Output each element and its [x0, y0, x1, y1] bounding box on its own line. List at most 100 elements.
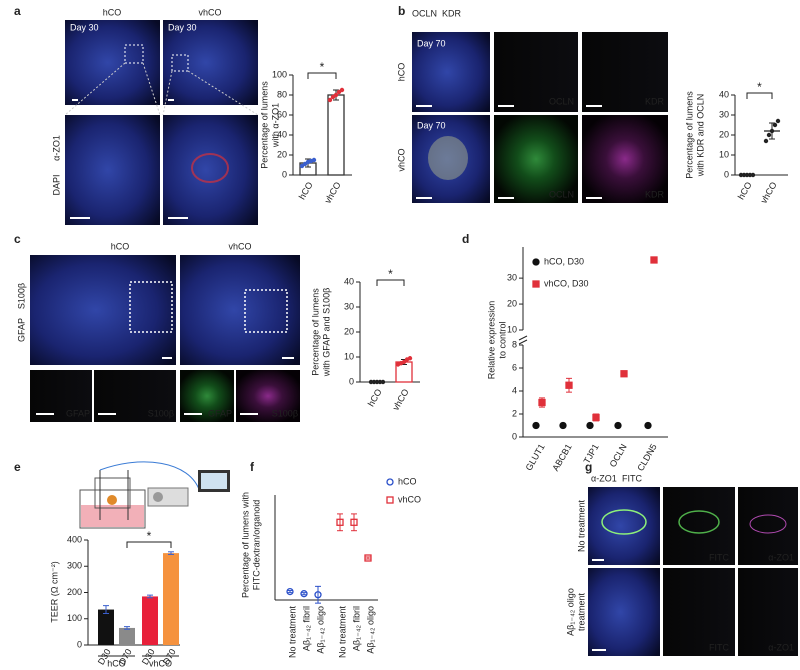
y-tick-label: 0: [512, 431, 517, 441]
y-tick-label: 80: [277, 89, 287, 99]
point: [750, 172, 756, 178]
channel-label: FITC: [709, 642, 729, 652]
row-label: Aβ₁₋₄₂ oligo: [565, 588, 575, 636]
point: [386, 478, 394, 486]
y-tick-label: 30: [344, 301, 354, 311]
column-label: hCO: [111, 241, 130, 251]
significance-bracket: [126, 541, 172, 548]
bar: [119, 627, 135, 645]
legend-label: hCO: [398, 476, 417, 486]
channel-label: OCLN: [549, 189, 574, 199]
y-tick-label: 40: [277, 129, 287, 139]
x-tick-label: ABCB1: [550, 442, 573, 473]
y-tick-label: 60: [277, 109, 287, 119]
panel-label: b: [398, 4, 405, 18]
x-tick-label: No treatment: [287, 606, 297, 659]
point: [532, 280, 540, 288]
channel-label: α-ZO1: [768, 642, 794, 652]
significance-bracket: [746, 92, 773, 99]
axis-break: [518, 335, 528, 341]
column-label: vhCO: [228, 241, 251, 251]
y-axis-label: with α-ZO1: [270, 103, 280, 148]
x-tick-label: Aβ₁₋₄₂ oligo: [315, 606, 325, 654]
x-tick-label: TJP1: [582, 442, 601, 465]
y-tick-label: 20: [507, 298, 517, 308]
y-tick-label: 6: [512, 362, 517, 372]
point: [532, 421, 540, 430]
y-axis-label: Percentage of lumens: [259, 81, 269, 169]
significance: *: [757, 80, 762, 94]
point: [300, 590, 308, 598]
point: [311, 157, 317, 163]
row-label: hCO: [396, 63, 406, 82]
x-tick-label: CLDN5: [635, 442, 658, 473]
y-tick-label: 20: [277, 149, 287, 159]
stain-label: OCLN: [412, 8, 437, 18]
x-tick-label: vhCO: [391, 387, 411, 412]
stain-label: GFAP: [16, 318, 26, 342]
y-tick-label: 20: [719, 129, 729, 139]
column-label: vhCO: [198, 7, 221, 17]
stain-label: α-ZO1: [51, 135, 61, 161]
channel-label: GFAP: [208, 408, 232, 418]
day-label: Day 30: [70, 22, 99, 32]
channel-label: KDR: [645, 96, 665, 106]
point: [650, 256, 658, 264]
y-tick-label: 100: [272, 69, 287, 79]
panel-label: f: [250, 460, 255, 474]
x-tick-label: GLUT1: [524, 442, 547, 472]
bar: [163, 553, 179, 645]
point: [532, 258, 540, 266]
image-tiles: [30, 20, 798, 656]
significance-bracket: [376, 279, 405, 286]
y-tick-label: 0: [349, 376, 354, 386]
point: [364, 554, 372, 562]
y-tick-label: 30: [507, 273, 517, 283]
stain-label: DAPI: [51, 174, 61, 195]
bar: [142, 596, 158, 645]
y-axis-label: with GFAP and S100β: [321, 288, 331, 378]
point: [407, 356, 413, 361]
point: [769, 128, 775, 134]
channel-label: GFAP: [66, 408, 90, 418]
stain-label: KDR: [442, 8, 462, 18]
y-tick-label: 200: [67, 587, 82, 597]
significance: *: [388, 267, 393, 281]
point: [386, 496, 394, 504]
x-tick-label: hCO: [736, 180, 754, 201]
channel-label: FITC: [709, 552, 729, 562]
point: [565, 381, 573, 389]
point: [380, 379, 386, 385]
point: [763, 138, 769, 144]
y-tick-label: 40: [344, 276, 354, 286]
point: [327, 97, 333, 103]
legend-label: vhCO: [398, 494, 421, 504]
panel-label: g: [585, 460, 592, 474]
y-axis-label: Percentage of lumens: [310, 288, 320, 376]
y-tick-label: 0: [724, 169, 729, 179]
point: [401, 359, 407, 365]
x-tick-label: Aβ₁₋₄₂ fibril: [351, 606, 361, 651]
panel-label: c: [14, 232, 21, 246]
point: [339, 87, 345, 93]
point: [775, 118, 781, 124]
point: [614, 421, 622, 430]
y-axis-label: FITC-dextran/organoid: [251, 500, 261, 591]
row-label: vhCO: [396, 148, 406, 171]
significance-bracket: [307, 72, 337, 79]
point: [336, 518, 344, 526]
y-tick-label: 40: [719, 89, 729, 99]
point: [314, 591, 322, 599]
legend-label: hCO, D30: [544, 256, 584, 266]
axis-break: [518, 339, 528, 345]
point: [592, 413, 600, 422]
group-label: hCO: [107, 658, 126, 668]
y-tick-label: 0: [77, 639, 82, 649]
y-tick-label: 20: [344, 326, 354, 336]
legend-label: vhCO, D30: [544, 278, 589, 288]
x-tick-label: hCO: [366, 387, 384, 408]
x-tick-label: vhCO: [759, 180, 779, 205]
group-label: vhCO: [149, 658, 172, 668]
y-tick-label: 300: [67, 561, 82, 571]
